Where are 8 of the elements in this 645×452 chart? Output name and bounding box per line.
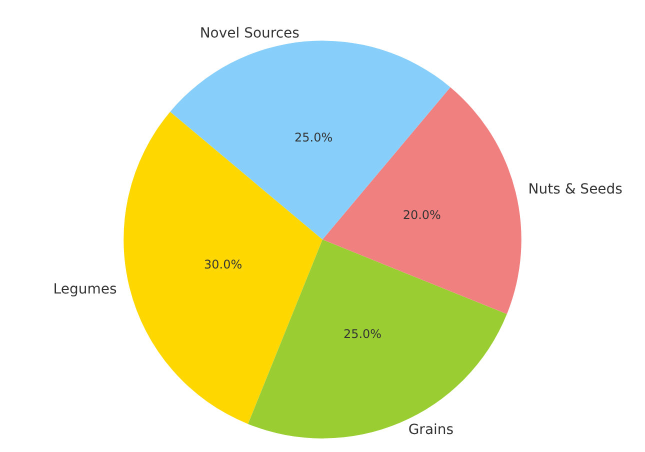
slice-label: Nuts & Seeds — [528, 182, 622, 198]
data-label: 25.0% — [294, 130, 333, 145]
data-label: 25.0% — [343, 326, 382, 341]
slice-label: Legumes — [53, 282, 117, 298]
data-label: 30.0% — [204, 257, 242, 272]
data-label: 20.0% — [402, 208, 441, 222]
slice-label: Novel Sources — [200, 25, 300, 42]
slice-label: Grains — [408, 422, 454, 438]
